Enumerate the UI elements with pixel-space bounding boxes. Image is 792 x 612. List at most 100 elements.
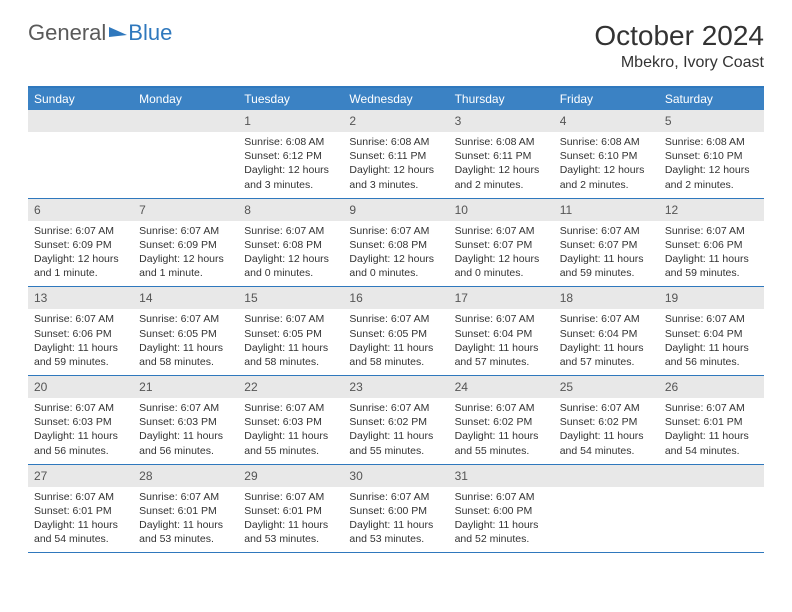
day-number-band: 15 bbox=[238, 287, 343, 309]
sunset-text: Sunset: 6:06 PM bbox=[34, 327, 127, 341]
sunset-text: Sunset: 6:02 PM bbox=[349, 415, 442, 429]
day-number-band: 16 bbox=[343, 287, 448, 309]
sunrise-text: Sunrise: 6:07 AM bbox=[34, 490, 127, 504]
day-detail: Sunrise: 6:07 AMSunset: 6:06 PMDaylight:… bbox=[659, 221, 764, 287]
sunrise-text: Sunrise: 6:07 AM bbox=[560, 401, 653, 415]
sunset-text: Sunset: 6:07 PM bbox=[455, 238, 548, 252]
sunrise-text: Sunrise: 6:07 AM bbox=[244, 312, 337, 326]
day-number: 18 bbox=[560, 291, 573, 305]
sunset-text: Sunset: 6:01 PM bbox=[244, 504, 337, 518]
day-number-band: 20 bbox=[28, 376, 133, 398]
calendar-cell: 15Sunrise: 6:07 AMSunset: 6:05 PMDayligh… bbox=[238, 287, 343, 375]
calendar-cell: 19Sunrise: 6:07 AMSunset: 6:04 PMDayligh… bbox=[659, 287, 764, 375]
day-number: 1 bbox=[244, 114, 251, 128]
sunset-text: Sunset: 6:05 PM bbox=[139, 327, 232, 341]
sunrise-text: Sunrise: 6:08 AM bbox=[560, 135, 653, 149]
sunset-text: Sunset: 6:03 PM bbox=[244, 415, 337, 429]
sunset-text: Sunset: 6:02 PM bbox=[560, 415, 653, 429]
day-number-band: 26 bbox=[659, 376, 764, 398]
sunset-text: Sunset: 6:00 PM bbox=[455, 504, 548, 518]
calendar-cell: 8Sunrise: 6:07 AMSunset: 6:08 PMDaylight… bbox=[238, 199, 343, 287]
daylight-text: Daylight: 11 hours and 59 minutes. bbox=[665, 252, 758, 280]
day-detail: Sunrise: 6:07 AMSunset: 6:03 PMDaylight:… bbox=[28, 398, 133, 464]
sunset-text: Sunset: 6:03 PM bbox=[34, 415, 127, 429]
sunrise-text: Sunrise: 6:07 AM bbox=[349, 401, 442, 415]
sunset-text: Sunset: 6:08 PM bbox=[244, 238, 337, 252]
sunrise-text: Sunrise: 6:07 AM bbox=[349, 490, 442, 504]
month-title: October 2024 bbox=[594, 20, 764, 52]
week-row: 1Sunrise: 6:08 AMSunset: 6:12 PMDaylight… bbox=[28, 110, 764, 199]
day-number-band: 17 bbox=[449, 287, 554, 309]
daylight-text: Daylight: 12 hours and 3 minutes. bbox=[244, 163, 337, 191]
calendar-cell: 1Sunrise: 6:08 AMSunset: 6:12 PMDaylight… bbox=[238, 110, 343, 198]
calendar-cell: 22Sunrise: 6:07 AMSunset: 6:03 PMDayligh… bbox=[238, 376, 343, 464]
day-detail: Sunrise: 6:07 AMSunset: 6:04 PMDaylight:… bbox=[554, 309, 659, 375]
calendar-cell: 7Sunrise: 6:07 AMSunset: 6:09 PMDaylight… bbox=[133, 199, 238, 287]
daylight-text: Daylight: 12 hours and 1 minute. bbox=[139, 252, 232, 280]
sunrise-text: Sunrise: 6:07 AM bbox=[455, 401, 548, 415]
sunrise-text: Sunrise: 6:07 AM bbox=[455, 312, 548, 326]
daylight-text: Daylight: 11 hours and 55 minutes. bbox=[349, 429, 442, 457]
sunrise-text: Sunrise: 6:08 AM bbox=[244, 135, 337, 149]
day-number-band: 31 bbox=[449, 465, 554, 487]
day-detail: Sunrise: 6:07 AMSunset: 6:04 PMDaylight:… bbox=[449, 309, 554, 375]
calendar-cell: 18 Sunrise: 6:07 AMSunset: 6:04 PMDayligh… bbox=[554, 287, 659, 375]
sunrise-text: Sunrise: 6:07 AM bbox=[665, 224, 758, 238]
day-detail: Sunrise: 6:07 AMSunset: 6:05 PMDaylight:… bbox=[133, 309, 238, 375]
day-detail: Sunrise: 6:07 AMSunset: 6:07 PMDaylight:… bbox=[554, 221, 659, 287]
calendar-cell: 4Sunrise: 6:08 AMSunset: 6:10 PMDaylight… bbox=[554, 110, 659, 198]
day-number-band: 4 bbox=[554, 110, 659, 132]
calendar-cell: 20Sunrise: 6:07 AMSunset: 6:03 PMDayligh… bbox=[28, 376, 133, 464]
calendar-cell: 6Sunrise: 6:07 AMSunset: 6:09 PMDaylight… bbox=[28, 199, 133, 287]
daylight-text: Daylight: 11 hours and 56 minutes. bbox=[34, 429, 127, 457]
day-detail: Sunrise: 6:07 AMSunset: 6:03 PMDaylight:… bbox=[133, 398, 238, 464]
sunset-text: Sunset: 6:01 PM bbox=[34, 504, 127, 518]
day-number-band: 2 bbox=[343, 110, 448, 132]
weeks-container: 1Sunrise: 6:08 AMSunset: 6:12 PMDaylight… bbox=[28, 110, 764, 553]
day-number: 10 bbox=[455, 203, 468, 217]
sunset-text: Sunset: 6:02 PM bbox=[455, 415, 548, 429]
daylight-text: Daylight: 11 hours and 53 minutes. bbox=[139, 518, 232, 546]
sunset-text: Sunset: 6:09 PM bbox=[34, 238, 127, 252]
day-number-band: 11 bbox=[554, 199, 659, 221]
sunrise-text: Sunrise: 6:07 AM bbox=[665, 401, 758, 415]
calendar-cell: 5Sunrise: 6:08 AMSunset: 6:10 PMDaylight… bbox=[659, 110, 764, 198]
calendar-cell: 3Sunrise: 6:08 AMSunset: 6:11 PMDaylight… bbox=[449, 110, 554, 198]
day-number-band bbox=[133, 110, 238, 132]
day-number: 4 bbox=[560, 114, 567, 128]
day-number-band bbox=[554, 465, 659, 487]
daylight-text: Daylight: 11 hours and 53 minutes. bbox=[244, 518, 337, 546]
daylight-text: Daylight: 11 hours and 58 minutes. bbox=[139, 341, 232, 369]
logo-triangle-icon bbox=[109, 25, 127, 37]
day-number-band: 10 bbox=[449, 199, 554, 221]
calendar-cell: 27Sunrise: 6:07 AMSunset: 6:01 PMDayligh… bbox=[28, 465, 133, 553]
day-number: 5 bbox=[665, 114, 672, 128]
sunrise-text: Sunrise: 6:07 AM bbox=[665, 312, 758, 326]
daylight-text: Daylight: 11 hours and 54 minutes. bbox=[665, 429, 758, 457]
day-number: 23 bbox=[349, 380, 362, 394]
daylight-text: Daylight: 12 hours and 3 minutes. bbox=[349, 163, 442, 191]
day-number-band: 29 bbox=[238, 465, 343, 487]
day-number-band: 24 bbox=[449, 376, 554, 398]
day-number: 9 bbox=[349, 203, 356, 217]
sunrise-text: Sunrise: 6:07 AM bbox=[455, 224, 548, 238]
day-detail: Sunrise: 6:07 AMSunset: 6:00 PMDaylight:… bbox=[343, 487, 448, 553]
daylight-text: Daylight: 12 hours and 2 minutes. bbox=[560, 163, 653, 191]
calendar-cell bbox=[28, 110, 133, 198]
day-number-band: 9 bbox=[343, 199, 448, 221]
calendar-cell: 29Sunrise: 6:07 AMSunset: 6:01 PMDayligh… bbox=[238, 465, 343, 553]
dow-label: Saturday bbox=[659, 88, 764, 110]
day-number: 2 bbox=[349, 114, 356, 128]
sunrise-text: Sunrise: 6:07 AM bbox=[244, 401, 337, 415]
day-number: 3 bbox=[455, 114, 462, 128]
sunrise-text: Sunrise: 6:07 AM bbox=[349, 312, 442, 326]
sunset-text: Sunset: 6:05 PM bbox=[244, 327, 337, 341]
day-number: 21 bbox=[139, 380, 152, 394]
day-number-band: 30 bbox=[343, 465, 448, 487]
sunset-text: Sunset: 6:07 PM bbox=[560, 238, 653, 252]
week-row: 20Sunrise: 6:07 AMSunset: 6:03 PMDayligh… bbox=[28, 376, 764, 465]
day-number: 17 bbox=[455, 291, 468, 305]
header: General Blue October 2024 Mbekro, Ivory … bbox=[28, 20, 764, 72]
daylight-text: Daylight: 12 hours and 1 minute. bbox=[34, 252, 127, 280]
daylight-text: Daylight: 11 hours and 56 minutes. bbox=[139, 429, 232, 457]
